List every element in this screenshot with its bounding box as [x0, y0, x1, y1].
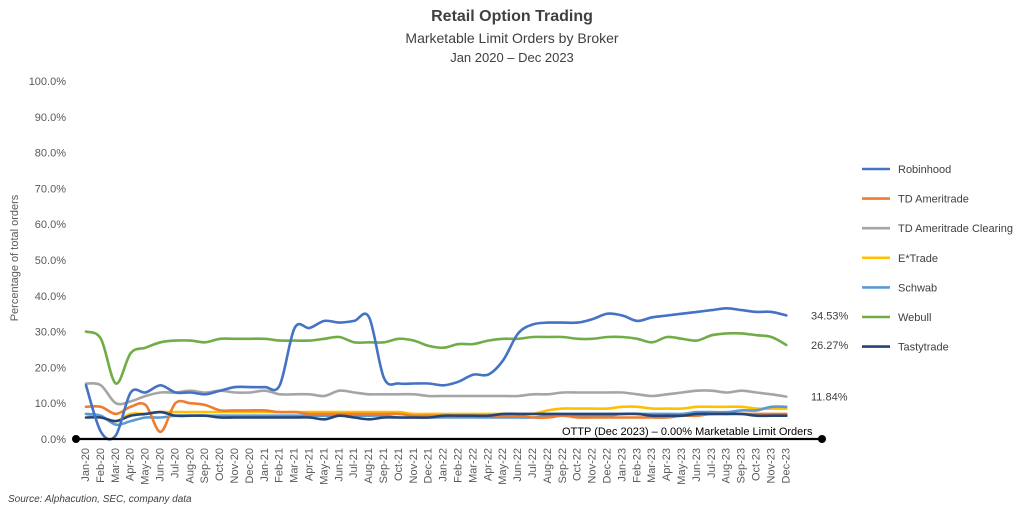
y-tick-label: 100.0%: [29, 76, 67, 88]
x-tick-label: Aug-20: [184, 448, 196, 483]
legend-entry: TD Ameritrade: [898, 194, 969, 206]
y-tick-label: 20.0%: [35, 362, 66, 374]
series-line-e-trade: [84, 405, 788, 423]
x-tick-label: Nov-21: [408, 448, 420, 483]
chart-title: Retail Option Trading: [431, 8, 593, 25]
x-tick-label: Aug-21: [363, 448, 375, 483]
x-tick-label: Oct-21: [393, 448, 405, 481]
y-tick-label: 0.0%: [41, 434, 66, 446]
legend-entry: Schwab: [898, 282, 937, 294]
x-tick-label: Aug-23: [721, 448, 733, 483]
x-tick-label: Sep-20: [199, 448, 211, 483]
end-label: 34.53%: [811, 310, 849, 322]
x-tick-label: Jan-22: [438, 448, 450, 482]
source-note: Source: Alphacution, SEC, company data: [8, 494, 192, 505]
x-tick-label: Mar-22: [467, 448, 479, 483]
legend-entry: Webull: [898, 312, 931, 324]
chart-date-range: Jan 2020 – Dec 2023: [450, 50, 574, 65]
x-tick-label: Nov-23: [765, 448, 777, 483]
x-tick-label: Feb-22: [453, 448, 465, 483]
x-tick-label: May-22: [497, 448, 509, 485]
y-tick-label: 40.0%: [35, 291, 66, 303]
x-tick-label: Oct-20: [214, 448, 226, 481]
x-tick-label: Apr-20: [125, 448, 137, 481]
x-tick-label: May-21: [318, 448, 330, 485]
y-tick-label: 10.0%: [35, 398, 66, 410]
x-tick-label: Jun-20: [155, 448, 167, 482]
x-tick-label: Apr-23: [661, 448, 673, 481]
y-tick-label: 90.0%: [35, 112, 66, 124]
x-tick-label: Mar-21: [289, 448, 301, 483]
x-tick-label: Oct-22: [572, 448, 584, 481]
legend-entry: Tastytrade: [898, 342, 949, 354]
ottp-annotation: OTTP (Dec 2023) – 0.00% Marketable Limit…: [562, 426, 813, 438]
y-tick-label: 80.0%: [35, 148, 66, 160]
legend-entry: TD Ameritrade Clearing: [898, 223, 1013, 235]
y-tick-label: 50.0%: [35, 255, 66, 267]
x-tick-label: Mar-20: [110, 448, 122, 483]
series-lines: [84, 307, 788, 441]
x-tick-label: Jun-22: [512, 448, 524, 482]
x-tick-label: Jul-21: [348, 448, 360, 478]
x-tick-label: Jun-23: [691, 448, 703, 482]
y-axis-ticks: 0.0% 10.0% 20.0% 30.0% 40.0% 50.0% 60.0% 70.0% 8…: [29, 76, 67, 446]
ottp-marker: [72, 435, 826, 443]
chart-subtitle: Marketable Limit Orders by Broker: [405, 30, 619, 46]
ottp-end-dot: [818, 435, 826, 443]
legend-entry: Robinhood: [898, 164, 951, 176]
x-tick-label: Dec-22: [602, 448, 614, 483]
x-tick-label: Jan-21: [259, 448, 271, 482]
x-tick-label: May-20: [140, 448, 152, 485]
x-tick-label: Sep-23: [736, 448, 748, 483]
x-tick-label: Oct-23: [751, 448, 763, 481]
x-tick-label: Nov-22: [587, 448, 599, 483]
series-line-tastytrade: [84, 410, 788, 423]
x-tick-label: Jul-23: [706, 448, 718, 478]
x-axis-ticks: Jan-20 Feb-20 Mar-20 Apr-20 May-20 Jun-20 Jul-…: [80, 448, 792, 485]
y-tick-label: 60.0%: [35, 219, 66, 231]
x-tick-label: Mar-23: [646, 448, 658, 483]
x-tick-label: Sep-22: [557, 448, 569, 483]
x-tick-label: Feb-20: [95, 448, 107, 483]
y-axis-label: Percentage of total orders: [9, 194, 21, 321]
x-tick-label: Jan-23: [616, 448, 628, 482]
series-line-robinhood: [84, 307, 788, 441]
y-tick-label: 70.0%: [35, 183, 66, 195]
x-tick-label: Feb-23: [631, 448, 643, 483]
legend-entry: E*Trade: [898, 253, 938, 265]
ottp-start-dot: [72, 435, 80, 443]
x-tick-label: Dec-23: [780, 448, 792, 483]
x-tick-label: Apr-21: [304, 448, 316, 481]
x-tick-label: Apr-22: [482, 448, 494, 481]
series-line-webull: [84, 330, 788, 385]
legend: Robinhood TD Ameritrade TD Ameritrade Clea…: [862, 164, 1013, 354]
x-tick-label: Jul-20: [169, 448, 181, 478]
x-tick-label: Nov-20: [229, 448, 241, 483]
x-tick-label: May-23: [676, 448, 688, 485]
series-end-labels: 34.53% 11.84% 26.27%: [811, 310, 849, 403]
series-line-td-ameritrade-clearing: [84, 381, 788, 406]
x-tick-label: Jan-20: [80, 448, 92, 482]
x-tick-label: Dec-20: [244, 448, 256, 483]
end-label: 11.84%: [811, 392, 848, 404]
x-tick-label: Feb-21: [274, 448, 286, 483]
x-tick-label: Sep-21: [378, 448, 390, 483]
x-tick-label: Jul-22: [527, 448, 539, 478]
x-tick-label: Aug-22: [542, 448, 554, 483]
end-label: 26.27%: [811, 340, 849, 352]
y-tick-label: 30.0%: [35, 327, 66, 339]
x-tick-label: Jun-21: [333, 448, 345, 482]
x-tick-label: Dec-21: [423, 448, 435, 483]
